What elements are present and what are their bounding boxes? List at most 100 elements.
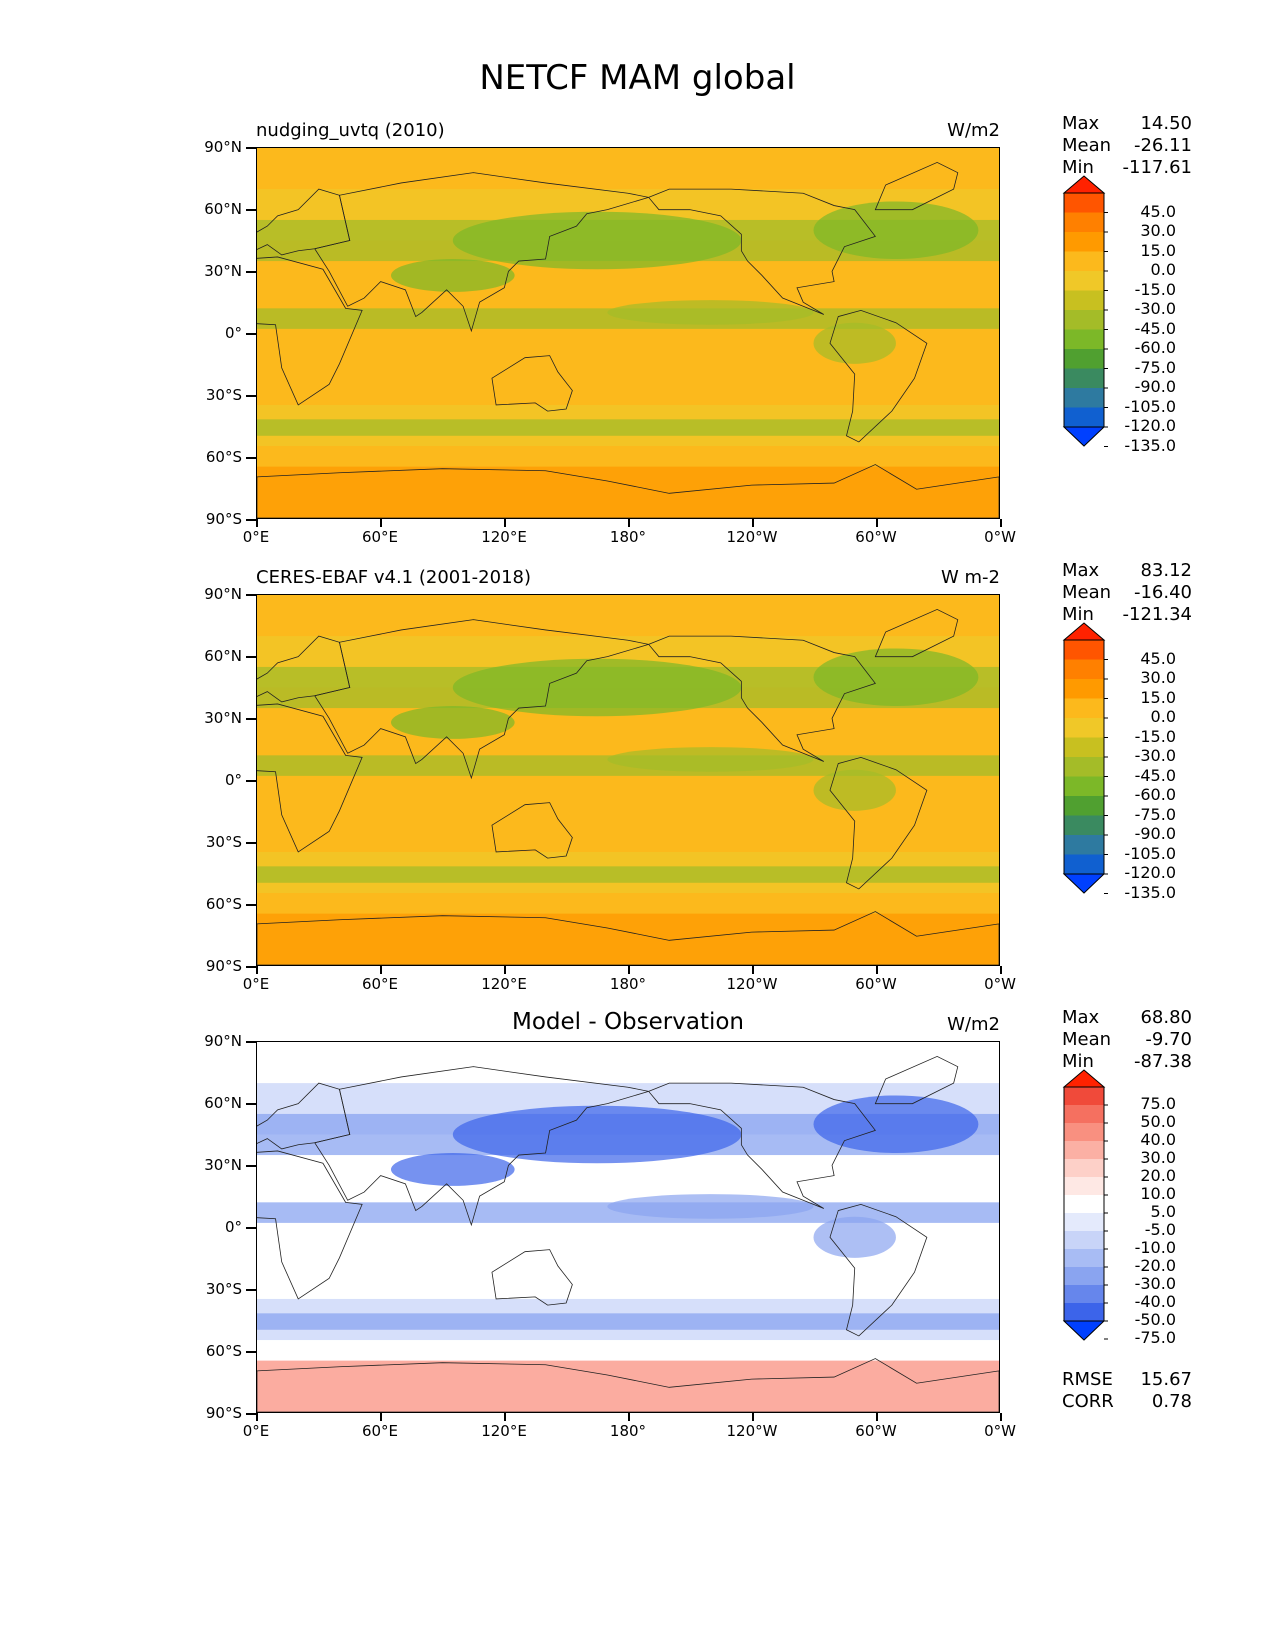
colorbar-tick-label: -60.0 bbox=[1134, 338, 1176, 357]
x-tick-mark bbox=[628, 1413, 630, 1421]
stat-label: Mean bbox=[1062, 135, 1112, 156]
colorbar-tick-label: -60.0 bbox=[1134, 785, 1176, 804]
metrics-box: RMSE 15.67 CORR 0.78 bbox=[1062, 1369, 1192, 1413]
stat-value: -26.11 bbox=[1133, 135, 1192, 156]
colorbar-segment bbox=[1064, 1087, 1104, 1106]
x-tick-mark bbox=[876, 966, 878, 974]
colorbar-segment bbox=[1064, 796, 1104, 816]
x-tick-label: 0°W bbox=[984, 975, 1016, 993]
metric-label: CORR bbox=[1062, 1391, 1114, 1412]
stat-value: -121.34 bbox=[1122, 604, 1192, 625]
coastline-africa bbox=[257, 703, 363, 853]
stat-value: -9.70 bbox=[1145, 1029, 1192, 1050]
colorbar-tick-label: -105.0 bbox=[1124, 843, 1176, 863]
colorbar-segment bbox=[1064, 271, 1104, 291]
y-tick-label: 60°N bbox=[204, 200, 242, 218]
colorbar-tick-label: 30.0 bbox=[1140, 1148, 1176, 1167]
y-tick-label: 30°S bbox=[205, 386, 242, 404]
x-tick-label: 60°E bbox=[361, 1422, 399, 1440]
coastline-greenland bbox=[874, 161, 959, 211]
y-tick-label: 60°N bbox=[204, 1094, 242, 1112]
colorbar-segment bbox=[1064, 640, 1104, 660]
coastline-australia bbox=[491, 1249, 573, 1306]
field-anomaly bbox=[452, 211, 742, 270]
x-tick-label: 180° bbox=[609, 528, 647, 546]
stats-box: Max 68.80 Mean -9.70 Min -87.38 bbox=[1062, 1007, 1192, 1073]
x-tick-mark bbox=[752, 1413, 754, 1421]
colorbar-segment bbox=[1064, 368, 1104, 389]
field-anomaly bbox=[390, 259, 515, 292]
x-tick-label: 60°W bbox=[855, 528, 897, 546]
coastline-namerica bbox=[647, 1082, 876, 1209]
x-tick-mark bbox=[380, 966, 382, 974]
map-plot-area bbox=[256, 1041, 1000, 1413]
colorbar-segment bbox=[1064, 251, 1104, 272]
x-tick-mark bbox=[256, 966, 258, 974]
x-tick-mark bbox=[628, 519, 630, 527]
colorbar-segment bbox=[1064, 232, 1104, 252]
units-label: W m-2 bbox=[940, 567, 1000, 588]
map-plot-area bbox=[256, 594, 1000, 966]
y-tick-mark bbox=[246, 1413, 256, 1415]
stats-box: Max 14.50 Mean -26.11 Min -117.61 bbox=[1062, 113, 1192, 179]
colorbar-svg bbox=[1062, 1069, 1108, 1341]
y-tick-label: 90°S bbox=[205, 510, 242, 528]
stat-value: 14.50 bbox=[1140, 113, 1192, 134]
stat-label: Min bbox=[1062, 604, 1094, 625]
colorbar-tick-label: 15.0 bbox=[1140, 687, 1176, 707]
y-tick-mark bbox=[246, 333, 256, 335]
coastline-australia bbox=[491, 355, 573, 412]
colorbar-svg bbox=[1062, 175, 1108, 447]
colorbar-tick-label: 50.0 bbox=[1140, 1112, 1176, 1131]
colorbar-tick-label: -30.0 bbox=[1134, 1274, 1176, 1293]
y-tick-mark bbox=[246, 1041, 256, 1043]
field-anomaly bbox=[607, 1194, 814, 1219]
stat-row: Max 68.80 bbox=[1062, 1007, 1192, 1029]
y-tick-label: 0° bbox=[224, 324, 242, 342]
stat-row: Mean -26.11 bbox=[1062, 135, 1192, 157]
field-anomaly bbox=[452, 1105, 742, 1164]
colorbar-segment bbox=[1064, 1267, 1104, 1286]
coastline-antarctica bbox=[257, 1358, 999, 1412]
colorbar-segment bbox=[1064, 388, 1104, 408]
colorbar-segment bbox=[1064, 718, 1104, 738]
colorbar-tick-label: -135.0 bbox=[1124, 435, 1176, 455]
field-anomaly bbox=[813, 201, 979, 259]
map-panel: Model - Observation W/m2 90°N 60°N 30°N 0° 30°… bbox=[0, 1007, 1275, 1447]
colorbar-segment bbox=[1064, 1159, 1104, 1178]
field-anomaly bbox=[390, 1153, 515, 1186]
colorbar-tick-label: 10.0 bbox=[1140, 1184, 1176, 1203]
x-tick-label: 120°E bbox=[481, 1422, 527, 1440]
map-svg bbox=[257, 1042, 999, 1412]
stat-row: Max 14.50 bbox=[1062, 113, 1192, 135]
y-tick-label: 90°N bbox=[204, 1032, 242, 1050]
figure-title: NETCF MAM global bbox=[479, 58, 796, 98]
field-anomaly bbox=[607, 747, 814, 772]
y-tick-mark bbox=[246, 904, 256, 906]
colorbar-tick-label: 0.0 bbox=[1150, 707, 1176, 726]
colorbar: 45.0 30.0 15.0 0.0 -15.0 -30.0 -45.0 -60.0 -75.0… bbox=[1062, 622, 1182, 922]
x-tick-label: 120°W bbox=[726, 528, 778, 546]
stat-row: Mean -16.40 bbox=[1062, 582, 1192, 604]
map-svg bbox=[257, 595, 999, 965]
colorbar-tick-label: -40.0 bbox=[1134, 1292, 1176, 1311]
units-label: W/m2 bbox=[947, 120, 1000, 141]
colorbar-tick-label: 45.0 bbox=[1140, 201, 1176, 221]
colorbar-tick-label: -105.0 bbox=[1124, 396, 1176, 416]
colorbar-extend-top bbox=[1062, 1069, 1106, 1088]
metric-value: 15.67 bbox=[1140, 1369, 1192, 1390]
field-anomaly bbox=[390, 706, 515, 739]
colorbar-tick-label: -15.0 bbox=[1134, 726, 1176, 746]
colorbar-segment bbox=[1064, 737, 1104, 758]
colorbar-tick-label: -75.0 bbox=[1134, 1328, 1176, 1347]
y-tick-label: 90°S bbox=[205, 1404, 242, 1422]
colorbar-segment bbox=[1064, 835, 1104, 855]
y-tick-mark bbox=[246, 718, 256, 720]
colorbar-segment bbox=[1064, 776, 1104, 797]
y-tick-mark bbox=[246, 519, 256, 521]
y-tick-mark bbox=[246, 1227, 256, 1229]
colorbar-segment bbox=[1064, 1141, 1104, 1160]
colorbar-segment bbox=[1064, 193, 1104, 213]
colorbar-tick-label: -90.0 bbox=[1134, 377, 1176, 396]
map-svg bbox=[257, 148, 999, 518]
